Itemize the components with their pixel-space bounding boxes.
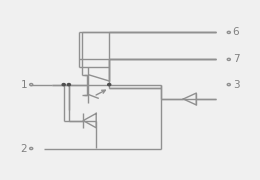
Text: 2: 2	[21, 143, 27, 154]
Circle shape	[108, 84, 111, 86]
Text: 6: 6	[233, 27, 239, 37]
Circle shape	[67, 84, 70, 86]
Text: 1: 1	[21, 80, 27, 90]
Text: 7: 7	[233, 54, 239, 64]
Circle shape	[62, 84, 65, 86]
Text: 3: 3	[233, 80, 239, 90]
